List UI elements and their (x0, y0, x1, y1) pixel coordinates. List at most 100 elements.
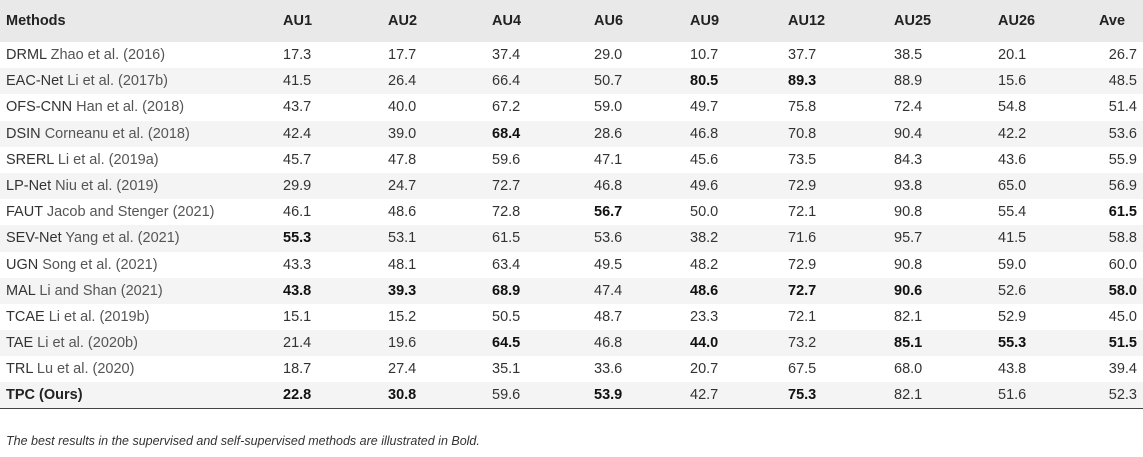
value-cell-au26: 59.0 (998, 256, 1027, 273)
header-methods: Methods (6, 13, 66, 29)
value-cell-au9: 10.7 (690, 47, 719, 64)
header-au2: AU2 (388, 13, 418, 29)
value-cell-au9: 80.5 (690, 73, 719, 90)
method-name: OFS-CNN (6, 99, 73, 116)
value-cell-au25: 90.4 (894, 125, 923, 142)
value-cell-ave: 53.6 (1108, 125, 1137, 142)
value-cell-au25: 90.6 (894, 282, 923, 299)
method-cell: SRERL Li et al. (2019a) (0, 147, 283, 173)
value-cell-au1: 42.4 (283, 125, 312, 142)
value-cell-ave: 26.7 (1108, 47, 1137, 64)
value-cell-au6: 56.7 (594, 204, 623, 221)
table-row: TRL Lu et al. (2020) 18.7 27.4 35.1 33.6 20.7… (0, 356, 1143, 382)
header-au6: AU6 (594, 13, 624, 29)
value-cell-au9: 23.3 (690, 308, 719, 325)
value-cell-au25: 72.4 (894, 99, 923, 116)
value-cell-ave: 58.0 (1108, 282, 1137, 299)
value-cell-au12: 67.5 (788, 361, 817, 378)
method-cell: MAL Li and Shan (2021) (0, 278, 283, 304)
value-cell-au9: 46.8 (690, 125, 719, 142)
value-cell-au25: 95.7 (894, 230, 923, 247)
method-reference: Yang et al. (2021) (65, 230, 180, 247)
value-cell-au26: 55.3 (998, 335, 1027, 352)
table-row: SRERL Li et al. (2019a) 45.7 47.8 59.6 47.1 4… (0, 147, 1143, 173)
value-cell-au4: 68.9 (492, 282, 521, 299)
header-au26: AU26 (998, 13, 1036, 29)
method-name: DSIN (6, 125, 41, 142)
value-cell-au9: 45.6 (690, 151, 719, 168)
table-row: SEV-Net Yang et al. (2021) 55.3 53.1 61.5 53… (0, 225, 1143, 252)
value-cell-au12: 70.8 (788, 125, 817, 142)
value-cell-au1: 45.7 (283, 151, 312, 168)
value-cell-au4: 37.4 (492, 47, 521, 64)
value-cell-au12: 75.3 (788, 387, 817, 404)
value-cell-ave: 60.0 (1108, 256, 1137, 273)
value-cell-au25: 85.1 (894, 335, 923, 352)
value-cell-au25: 84.3 (894, 151, 923, 168)
value-cell-ave: 48.5 (1108, 73, 1137, 90)
value-cell-au9: 20.7 (690, 361, 719, 378)
method-name: DRML (6, 47, 47, 64)
header-au12: AU12 (788, 13, 826, 29)
value-cell-au1: 55.3 (283, 230, 312, 247)
value-cell-au1: 41.5 (283, 73, 312, 90)
value-cell-au25: 82.1 (894, 308, 923, 325)
value-cell-au1: 17.3 (283, 47, 312, 64)
value-cell-au12: 37.7 (788, 47, 817, 64)
value-cell-au9: 38.2 (690, 230, 719, 247)
value-cell-au4: 66.4 (492, 73, 521, 90)
value-cell-au9: 48.6 (690, 282, 719, 299)
header-au4: AU4 (492, 13, 522, 29)
value-cell-au6: 46.8 (594, 178, 623, 195)
method-reference: Corneanu et al. (2018) (44, 125, 190, 142)
value-cell-au26: 41.5 (998, 230, 1027, 247)
table-row: DRML Zhao et al. (2016) 17.3 17.7 37.4 29.0 1… (0, 42, 1143, 68)
value-cell-au26: 42.2 (998, 125, 1027, 142)
value-cell-au6: 48.7 (594, 308, 623, 325)
method-reference: Niu et al. (2019) (55, 178, 159, 195)
value-cell-au2: 53.1 (388, 230, 417, 247)
table-body: DRML Zhao et al. (2016) 17.3 17.7 37.4 29.0 1… (0, 42, 1143, 409)
value-cell-au9: 44.0 (690, 335, 719, 352)
results-table-container: Methods AU1 AU2 AU4 AU6 AU9 AU12 AU25 AU… (0, 0, 1143, 409)
value-cell-au12: 72.1 (788, 308, 817, 325)
table-row: UGN Song et al. (2021) 43.3 48.1 63.4 49.5 48… (0, 252, 1143, 278)
method-cell: TRL Lu et al. (2020) (0, 356, 283, 382)
value-cell-au6: 46.8 (594, 335, 623, 352)
value-cell-au12: 72.9 (788, 178, 817, 195)
value-cell-ave: 55.9 (1108, 151, 1137, 168)
method-cell: TPC (Ours) (0, 382, 283, 408)
value-cell-au4: 35.1 (492, 361, 521, 378)
value-cell-au4: 63.4 (492, 256, 521, 273)
value-cell-au6: 53.6 (594, 230, 623, 247)
method-name: MAL (6, 282, 36, 299)
value-cell-au6: 28.6 (594, 125, 623, 142)
method-reference: Zhao et al. (2016) (50, 47, 166, 64)
method-name: TCAE (6, 308, 45, 325)
value-cell-au1: 43.8 (283, 282, 312, 299)
value-cell-au1: 21.4 (283, 335, 312, 352)
value-cell-au4: 67.2 (492, 99, 521, 116)
value-cell-au25: 68.0 (894, 361, 923, 378)
method-cell: FAUT Jacob and Stenger (2021) (0, 199, 283, 225)
method-cell: DSIN Corneanu et al. (2018) (0, 121, 283, 147)
method-reference: Han et al. (2018) (76, 99, 185, 116)
value-cell-au1: 46.1 (283, 204, 312, 221)
value-cell-au6: 53.9 (594, 387, 623, 404)
value-cell-au6: 47.4 (594, 282, 623, 299)
method-cell: TCAE Li et al. (2019b) (0, 304, 283, 330)
value-cell-au4: 61.5 (492, 230, 521, 247)
value-cell-au2: 48.6 (388, 204, 417, 221)
value-cell-au9: 49.6 (690, 178, 719, 195)
value-cell-au12: 75.8 (788, 99, 817, 116)
value-cell-au6: 50.7 (594, 73, 623, 90)
value-cell-au26: 51.6 (998, 387, 1027, 404)
method-reference: Song et al. (2021) (42, 256, 158, 273)
value-cell-au25: 90.8 (894, 256, 923, 273)
value-cell-au9: 42.7 (690, 387, 719, 404)
value-cell-au9: 48.2 (690, 256, 719, 273)
method-name: TRL (6, 361, 33, 378)
value-cell-au1: 43.3 (283, 256, 312, 273)
value-cell-au12: 73.2 (788, 335, 817, 352)
value-cell-ave: 39.4 (1108, 361, 1137, 378)
